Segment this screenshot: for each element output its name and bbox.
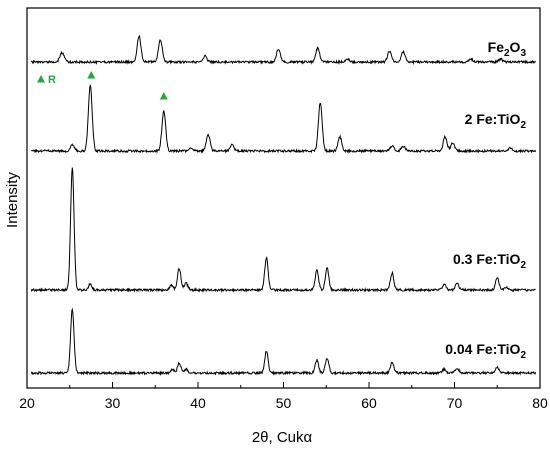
x-tick-label: 80 xyxy=(532,395,548,411)
series-line-1 xyxy=(30,84,537,154)
plot-frame xyxy=(26,7,541,389)
series-line-2 xyxy=(30,167,536,293)
y-axis-title: Intensity xyxy=(4,172,21,228)
series-group xyxy=(30,34,537,377)
series-label-3: 0.04 Fe:TiO2 xyxy=(445,341,526,361)
rutile-markers: R xyxy=(37,71,168,100)
x-tick-label: 40 xyxy=(190,395,206,411)
x-tick-label: 50 xyxy=(276,395,292,411)
series-label-1: 2 Fe:TiO2 xyxy=(465,111,527,131)
series-label-0: Fe2O3 xyxy=(488,39,527,59)
x-tick-label: 70 xyxy=(447,395,463,411)
series-line-3 xyxy=(30,307,537,377)
x-tick-label: 30 xyxy=(105,395,121,411)
plot-border xyxy=(26,7,541,389)
series-line-0 xyxy=(30,34,536,66)
x-tick-label: 20 xyxy=(19,395,35,411)
x-axis-title: 2θ, Cukα xyxy=(252,429,313,446)
rutile-legend-label: R xyxy=(48,74,56,86)
rutile-peak-marker xyxy=(87,71,96,79)
series-label-2: 0.3 Fe:TiO2 xyxy=(453,251,526,271)
rutile-legend-icon xyxy=(37,75,45,83)
x-tick-label: 60 xyxy=(361,395,377,411)
series-labels: Fe2O3 2 Fe:TiO2 0.3 Fe:TiO2 0.04 Fe:TiO2 xyxy=(445,39,526,361)
rutile-peak-marker xyxy=(159,92,168,100)
x-ticks: 20 30 40 50 60 70 80 xyxy=(19,382,548,411)
